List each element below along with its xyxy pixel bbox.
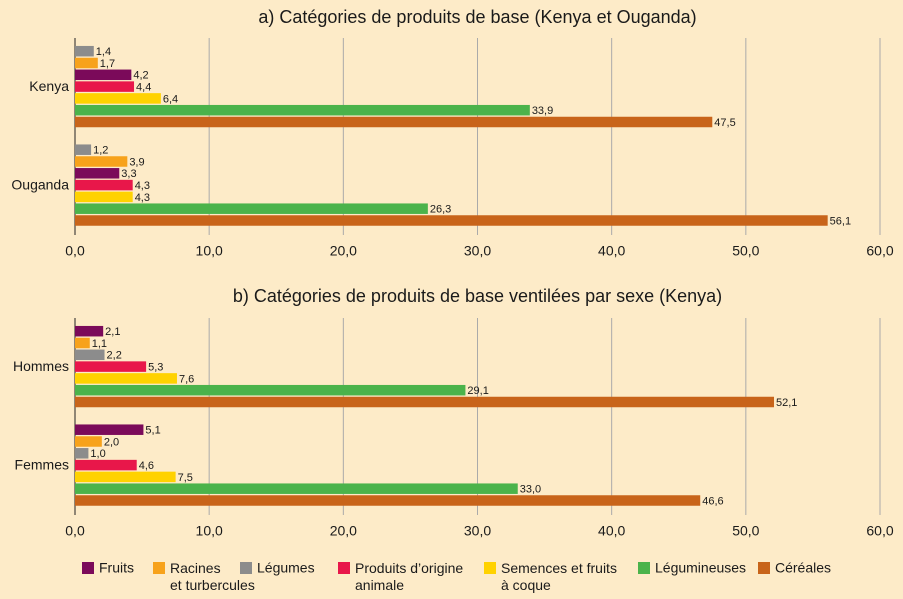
bar (75, 495, 701, 506)
value-label: 6,4 (163, 93, 178, 105)
bar (75, 337, 90, 349)
bar (75, 93, 161, 104)
value-label: 1,1 (92, 338, 107, 350)
bar (75, 471, 176, 483)
legend-swatch (758, 562, 770, 574)
value-label: 3,9 (129, 156, 144, 168)
bar (75, 483, 518, 494)
legend-label: Légumineuses (655, 560, 746, 576)
value-label: 2,2 (107, 350, 122, 362)
legend-swatch (82, 562, 94, 574)
chart-title: b) Catégories de produits de base ventil… (233, 286, 722, 306)
legend-swatch (240, 562, 252, 574)
x-tick-label: 60,0 (866, 523, 893, 539)
legend-swatch (484, 562, 496, 574)
y-tick-label: Femmes (15, 456, 69, 472)
bar (75, 69, 132, 81)
bar (75, 57, 98, 69)
value-label: 56,1 (830, 215, 851, 227)
x-tick-label: 50,0 (732, 523, 759, 539)
x-tick-label: 60,0 (866, 243, 893, 259)
value-label: 1,4 (96, 46, 111, 58)
bar (75, 144, 92, 155)
bar (75, 384, 466, 396)
value-label: 26,3 (430, 204, 451, 216)
value-label: 1,7 (100, 58, 115, 70)
value-label: 47,5 (714, 117, 735, 129)
value-label: 2,0 (104, 436, 119, 448)
value-label: 33,9 (532, 105, 553, 117)
x-tick-label: 50,0 (732, 243, 759, 259)
legend-label: Légumes (257, 560, 315, 576)
bar (75, 448, 89, 459)
y-tick-label: Kenya (29, 78, 69, 94)
bar (75, 436, 102, 447)
legend-swatch (638, 562, 650, 574)
bar (75, 215, 828, 226)
value-label: 1,2 (93, 145, 108, 157)
value-label: 2,1 (105, 326, 120, 338)
value-label: 29,1 (467, 385, 488, 397)
bar (75, 424, 144, 435)
value-label: 4,3 (135, 180, 150, 192)
value-label: 5,1 (145, 425, 160, 437)
value-label: 52,1 (776, 397, 797, 409)
legend-label: Racines et turbercules (170, 560, 255, 593)
legend-swatch (153, 562, 165, 574)
bar (75, 396, 775, 408)
bar (75, 116, 713, 128)
x-tick-label: 0,0 (65, 243, 85, 259)
x-tick-label: 10,0 (196, 243, 223, 259)
bar (75, 373, 177, 384)
x-tick-label: 30,0 (464, 523, 491, 539)
value-label: 5,3 (148, 362, 163, 374)
value-label: 3,3 (121, 168, 136, 180)
bar (75, 361, 147, 372)
legend-label: Céréales (775, 560, 831, 576)
x-tick-label: 20,0 (330, 523, 357, 539)
bar (75, 168, 120, 179)
legend-label: Produits d’origine animale (355, 560, 463, 593)
chart-title: a) Catégories de produits de base (Kenya… (258, 7, 696, 27)
y-tick-label: Ouganda (11, 176, 69, 192)
legend-label: Fruits (99, 560, 134, 576)
value-label: 4,2 (133, 70, 148, 82)
value-label: 4,6 (139, 460, 154, 472)
value-label: 4,3 (135, 192, 150, 204)
value-label: 33,0 (520, 484, 541, 496)
bar (75, 81, 135, 92)
value-label: 46,6 (702, 495, 723, 507)
bar (75, 179, 133, 191)
bar (75, 325, 104, 337)
bar (75, 459, 137, 471)
y-tick-label: Hommes (13, 358, 69, 374)
x-tick-label: 30,0 (464, 243, 491, 259)
x-tick-label: 10,0 (196, 523, 223, 539)
x-tick-label: 40,0 (598, 523, 625, 539)
value-label: 7,5 (178, 472, 193, 484)
bar (75, 104, 530, 116)
legend-label: Semences et fruits à coque (501, 560, 617, 593)
bar (75, 191, 133, 203)
value-label: 4,4 (136, 82, 151, 94)
value-label: 1,0 (90, 448, 105, 460)
x-tick-label: 40,0 (598, 243, 625, 259)
legend-swatch (338, 562, 350, 574)
value-label: 7,6 (179, 373, 194, 385)
bar (75, 349, 105, 361)
bar (75, 203, 428, 214)
bar (75, 156, 128, 167)
x-tick-label: 0,0 (65, 523, 85, 539)
bar (75, 45, 94, 57)
x-tick-label: 20,0 (330, 243, 357, 259)
